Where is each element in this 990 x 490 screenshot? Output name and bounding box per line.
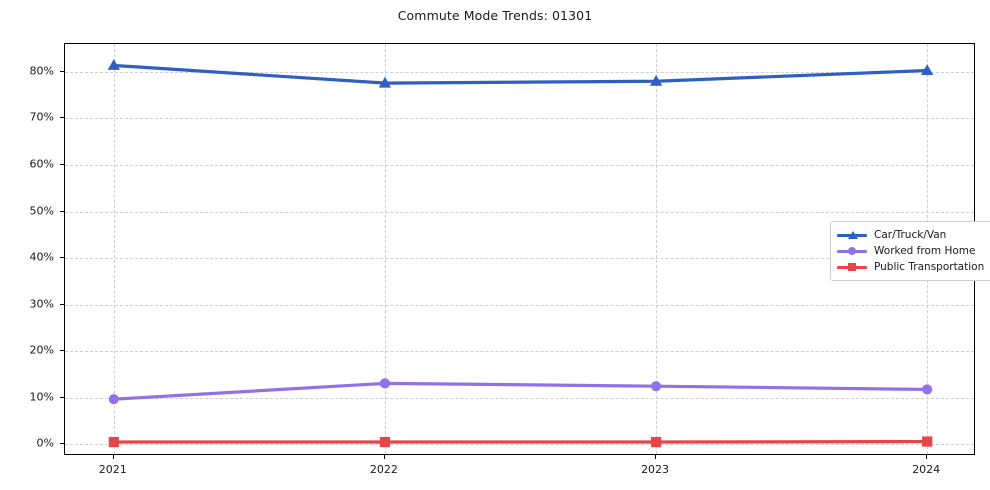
y-tick-mark [60,303,64,305]
gridline-horizontal [65,118,974,120]
data-point-marker [379,378,391,389]
data-point-marker [107,59,120,70]
y-tick-mark [60,70,64,72]
gridline-horizontal [65,211,974,213]
y-tick-label: 60% [29,157,54,171]
x-tick-mark [112,455,114,459]
x-tick-mark [383,455,385,459]
gridline-vertical [656,44,658,454]
legend-label: Car/Truck/Van [874,229,947,241]
data-point-marker [650,436,662,448]
data-point-marker [108,436,119,448]
y-tick-mark [60,257,64,259]
legend-label: Worked from Home [874,245,976,257]
y-tick-mark [60,396,64,398]
x-tick-label: 2021 [98,463,127,476]
data-point-marker [921,64,934,76]
series-layer [107,59,934,448]
legend-item[interactable]: Public Transportation [837,259,984,275]
data-point-marker [922,384,933,395]
series-public-transportation [108,436,933,448]
plot-inner [65,44,974,454]
data-point-marker [379,436,391,448]
series-line [112,63,929,85]
gridline-horizontal [65,258,974,260]
legend-marker-triangle-icon [848,231,858,239]
y-tick-label: 0% [36,436,54,450]
series-car-truck-van [107,59,934,88]
y-tick-label: 40% [29,250,54,264]
x-tick-label: 2023 [641,463,670,476]
gridline-horizontal [65,304,974,306]
x-tick-label: 2024 [912,463,941,476]
y-tick-mark [60,350,64,352]
y-tick-mark [60,164,64,166]
series-worked-from-home [108,378,933,405]
series-line [112,381,929,401]
legend-marker-circle-icon [848,247,856,255]
y-tick-label: 70% [29,110,54,124]
legend-swatch [837,228,867,242]
gridline-vertical [384,44,386,454]
gridline-horizontal [65,165,974,167]
y-tick-mark [60,443,64,445]
gridline-horizontal [65,71,974,73]
legend-marker-square-icon [848,263,856,271]
x-tick-mark [655,455,657,459]
data-point-marker [650,381,662,392]
gridline-horizontal [65,444,974,446]
y-tick-label: 80% [29,64,54,78]
legend-label: Public Transportation [874,261,985,273]
x-tick-mark [926,455,928,459]
y-tick-label: 20% [29,343,54,357]
data-point-marker [922,436,933,447]
y-tick-label: 50% [29,204,54,218]
y-tick-mark [60,117,64,119]
y-tick-mark [60,210,64,212]
legend-swatch [837,244,867,258]
gridline-horizontal [65,397,974,399]
data-point-marker [378,76,392,88]
y-tick-label: 10% [29,390,54,404]
data-point-marker [108,394,119,405]
chart-legend: Car/Truck/Van Worked from Home Public Tran… [830,221,990,281]
legend-item[interactable]: Car/Truck/Van [837,227,984,243]
legend-item[interactable]: Worked from Home [837,243,984,259]
plot-area [64,43,975,455]
x-tick-label: 2022 [369,463,398,476]
data-point-marker [649,74,663,86]
legend-swatch [837,260,867,274]
gridline-vertical [113,44,115,454]
chart-title: Commute Mode Trends: 01301 [397,8,593,23]
gridline-horizontal [65,351,974,353]
y-tick-label: 30% [29,297,54,311]
